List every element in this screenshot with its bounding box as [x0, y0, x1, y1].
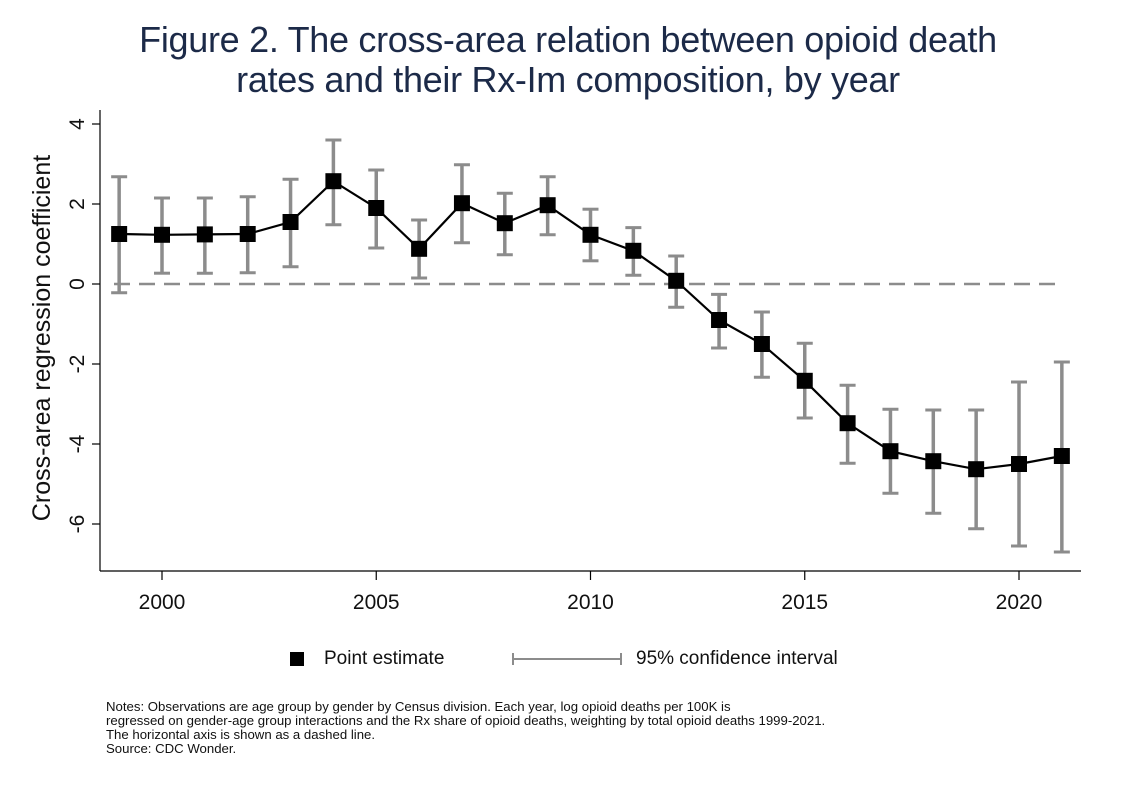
legend-ci-label: 95% confidence interval — [636, 648, 838, 669]
x-tick-label: 2010 — [567, 591, 614, 614]
point-marker — [325, 173, 342, 190]
notes-line-3: The horizontal axis is shown as a dashed… — [106, 727, 376, 742]
chart-title-line-2: rates and their Rx-Im composition, by ye… — [236, 59, 900, 100]
chart-title: Figure 2. The cross-area relation betwee… — [0, 20, 1136, 100]
notes-line-1: Notes: Observations are age group by gen… — [106, 699, 731, 714]
point-marker — [368, 200, 385, 216]
legend-point-label: Point estimate — [324, 648, 445, 669]
point-marker — [796, 372, 813, 389]
y-tick-label: -2 — [66, 355, 89, 374]
notes: Notes: Observations are age group by gen… — [106, 700, 825, 756]
point-estimates — [111, 173, 1070, 478]
x-tick-label: 2005 — [353, 591, 400, 614]
y-tick-label: 2 — [66, 198, 89, 210]
y-tick-label: -4 — [66, 434, 89, 453]
point-marker — [1053, 448, 1070, 464]
notes-line-2: regressed on gender-age group interactio… — [106, 713, 826, 728]
axes: 4 2 0 -2 -4 -6 2000 2005 2010 2015 2020 — [66, 110, 1081, 614]
legend: Point estimate 95% confidence interval — [0, 648, 1136, 674]
x-tick-label: 2015 — [781, 591, 828, 614]
point-marker — [154, 226, 170, 243]
point-marker — [968, 461, 985, 478]
legend-ci-marker — [512, 653, 622, 665]
point-marker — [668, 272, 685, 289]
chart-plot: 4 2 0 -2 -4 -6 2000 2005 2010 2015 2020 Cross-area… — [28, 110, 1081, 614]
point-marker — [839, 415, 856, 432]
x-tick-label: 2020 — [996, 591, 1043, 614]
legend-point-marker — [290, 652, 304, 666]
y-tick-label: 4 — [66, 118, 89, 130]
y-tick-label: 0 — [66, 278, 89, 290]
point-marker — [111, 226, 128, 242]
point-marker — [582, 226, 599, 243]
point-marker — [453, 195, 470, 212]
point-marker — [882, 443, 899, 460]
x-tick-label: 2000 — [139, 591, 186, 614]
point-marker — [711, 312, 728, 328]
notes-source: Source: CDC Wonder. — [106, 741, 237, 756]
point-marker — [625, 242, 642, 259]
point-marker — [411, 240, 428, 257]
y-axis-label: Cross-area regression coefficient — [28, 155, 56, 521]
point-marker — [925, 453, 942, 470]
point-marker — [282, 214, 299, 230]
chart-title-line-1: Figure 2. The cross-area relation betwee… — [139, 19, 997, 60]
y-tick-label: -6 — [66, 515, 89, 534]
point-marker — [196, 226, 213, 243]
confidence-intervals — [111, 138, 1070, 554]
point-marker — [1011, 456, 1027, 472]
point-marker — [239, 226, 256, 242]
point-marker — [496, 215, 513, 232]
point-marker — [753, 336, 770, 352]
point-marker — [539, 197, 556, 214]
